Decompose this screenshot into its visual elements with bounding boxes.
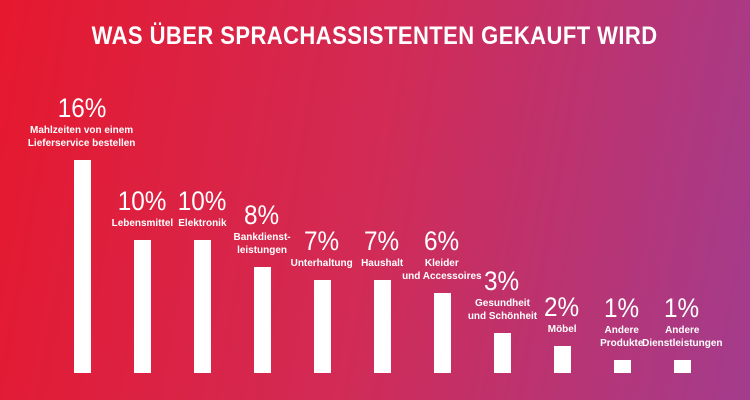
bar-category-line: und Schönheit [467,310,537,322]
bar-category-label: Gesundheit und Schönheit [467,297,536,323]
bar-category-line: Elektronik [177,217,227,229]
bar [133,240,151,373]
bar [433,293,451,373]
bar-value-label: 10% [117,186,167,216]
bar-category-line: leistungen [237,244,287,256]
bar-category-line: Möbel [547,323,577,335]
bar [193,240,211,373]
bar-value-label: 7% [304,226,340,256]
bar-column: 8% Bankdienst-leistungen [192,201,332,373]
bar-column: 2% Möbel [492,293,632,373]
bar [253,267,271,373]
bar-column: 7% Haushalt [312,227,452,373]
bar-category-line: Lieferservice bestellen [28,137,136,149]
bar [313,280,331,373]
bar-column: 7% Unterhaltung [252,227,392,373]
bar [673,360,691,373]
bar-value-label: 2% [544,292,580,322]
bar-category-line: und Accessoires [402,270,482,282]
bar-value-label: 7% [364,226,400,256]
bar-value-label: 3% [484,266,520,296]
bar-category-label: Kleider und Accessoires [402,257,481,283]
bar-value-label: 1% [604,293,640,323]
bar-category-line: Andere [664,324,700,336]
chart-title-text: WAS ÜBER SPRACHASSISTENTEN GEKAUFT WIRD [92,22,658,50]
bar-category-line: Gesundheit [474,297,530,309]
bar-category-line: Unterhaltung [290,257,354,269]
bar [613,360,631,373]
bar-category-label: Möbel [548,323,577,336]
bar-category-line: Kleider [425,257,459,269]
bar-category-label: Haushalt [361,257,403,270]
bar-value-label: 16% [57,93,107,123]
bar-column: 10% Lebensmittel [72,187,212,373]
bar-category-line: Mahlzeiten von einem [30,124,134,136]
bar-value-label: 8% [244,200,280,230]
bar-category-label: Andere Produkte [600,324,643,350]
bar-category-line: Produkte [600,337,644,349]
bar-value-label: 1% [664,293,700,323]
bar-column: 16% Mahlzeiten von einem Lieferservice bes… [12,94,152,373]
bar-category-line: Lebensmittel [111,217,173,229]
bar-column: 1% Andere Dienstleistungen [612,294,750,373]
bar [373,280,391,373]
bar [553,346,571,373]
chart-title: WAS ÜBER SPRACHASSISTENTEN GEKAUFT WIRD [0,22,750,51]
bar-category-label: Unterhaltung [291,257,353,270]
bar-value-label: 6% [424,226,460,256]
bar [73,160,91,373]
bar-column: 1% Andere Produkte [552,294,692,373]
bar-category-label: Lebensmittel [111,217,173,230]
bar-column: 10% Elektronik [132,187,272,373]
bar-category-label: Elektronik [178,217,226,230]
bar-category-line: Dienstleistungen [641,337,723,349]
bar [493,333,511,373]
bar-value-label: 10% [177,186,227,216]
bar-column: 6% Kleider und Accessoires [372,227,512,373]
bar-category-label: Bankdienst-leistungen [233,231,290,257]
bar-column: 3% Gesundheit und Schönheit [432,267,572,373]
bar-category-line: Andere [604,324,640,336]
bar-category-line: Haushalt [360,257,404,269]
bar-category-line: Bankdienst- [233,231,291,243]
bar-category-label: Andere Dienstleistungen [642,324,722,350]
bar-category-label: Mahlzeiten von einem Lieferservice bestel… [28,124,136,150]
